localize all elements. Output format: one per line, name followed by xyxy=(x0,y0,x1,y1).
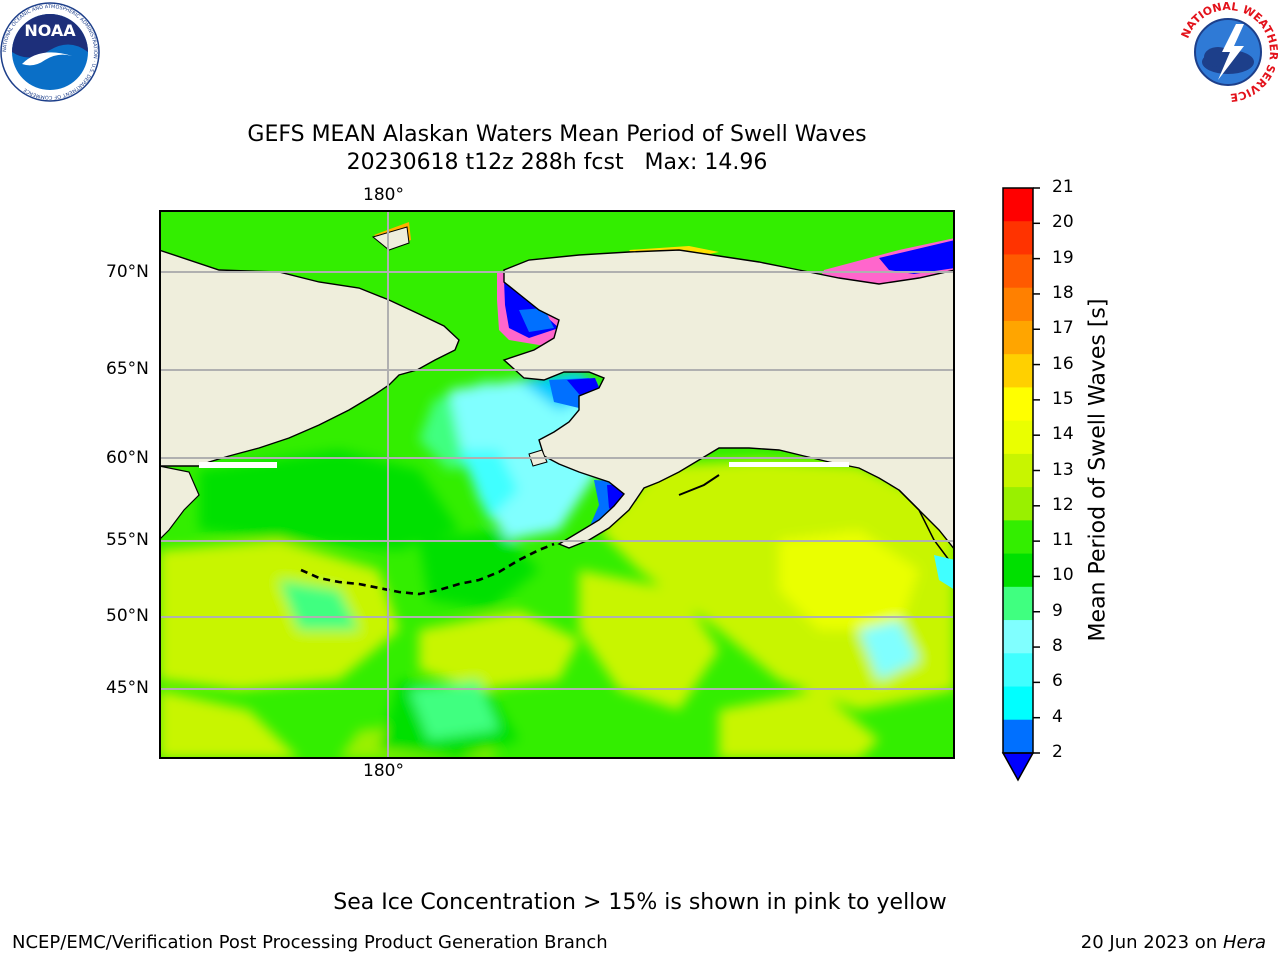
inside-passage-field xyxy=(934,555,955,590)
colorbar-tick-label: 17 xyxy=(1052,318,1074,339)
colorbar-tick-label: 11 xyxy=(1052,530,1074,551)
colorbar-band xyxy=(1003,320,1033,355)
colorbar-band xyxy=(1003,520,1033,555)
colorbar-band xyxy=(1003,653,1033,688)
graticule xyxy=(159,210,955,759)
missing-data-band-west xyxy=(199,462,277,468)
colorbar-bands xyxy=(1003,188,1033,754)
kamchatka-landmass xyxy=(159,465,200,541)
colorbar-band xyxy=(1003,453,1033,488)
colorbar-band xyxy=(1003,188,1033,222)
map-title-line1: GEFS MEAN Alaskan Waters Mean Period of … xyxy=(247,122,867,147)
colorbar-tick-label: 15 xyxy=(1052,388,1074,409)
colorbar-tick-label: 10 xyxy=(1052,565,1074,586)
map-title-line2: 20230618 t12z 288h fcst Max: 14.96 xyxy=(346,150,768,175)
lon-label-bottom: 180° xyxy=(363,761,404,781)
beaufort-sea-ice-core xyxy=(879,240,955,274)
lat-label-55: 55°N xyxy=(106,530,149,550)
colorbar-tick-label: 6 xyxy=(1052,671,1063,692)
colorbar-band xyxy=(1003,686,1033,721)
chukchi-sea-ice-inner xyxy=(519,308,554,332)
footer-credit: NCEP/EMC/Verification Post Processing Pr… xyxy=(12,932,608,953)
colorbar-tick-label: 4 xyxy=(1052,706,1063,727)
colorbar-band xyxy=(1003,553,1033,588)
colorbar-tick-label: 9 xyxy=(1052,600,1063,621)
colorbar-band xyxy=(1003,586,1033,621)
footer-machine: Hera xyxy=(1222,932,1266,953)
sea-ice-note: Sea Ice Concentration > 15% is shown in … xyxy=(333,890,947,915)
colorbar-tick-label: 8 xyxy=(1052,636,1063,657)
wrangel-island xyxy=(371,226,410,251)
colorbar-tick-label: 2 xyxy=(1052,742,1063,762)
noaa-logo-text: NOAA xyxy=(24,21,76,40)
swell-period-map xyxy=(159,210,955,759)
colorbar-band xyxy=(1003,287,1033,322)
kodiak-island xyxy=(678,474,720,496)
colorbar-band xyxy=(1003,354,1033,388)
lat-label-70: 70°N xyxy=(106,262,149,282)
colorbar-band xyxy=(1003,719,1033,753)
southeast-alaska-coast xyxy=(898,489,950,561)
nws-logo: NATIONAL WEATHER SERVICE xyxy=(1178,0,1280,104)
colorbar-tick-label: 21 xyxy=(1052,177,1074,197)
colorbar-tick-label: 12 xyxy=(1052,494,1074,515)
colorbar-ticks xyxy=(1033,187,1040,754)
lat-label-60: 60°N xyxy=(106,448,149,468)
lat-label-65: 65°N xyxy=(106,359,149,379)
colorbar-label: Mean Period of Swell Waves [s] xyxy=(1085,298,1111,642)
colorbar-tick-label: 16 xyxy=(1052,353,1074,374)
missing-data-band-east xyxy=(729,462,849,467)
colorbar-band xyxy=(1003,387,1033,422)
colorbar-tick-label: 19 xyxy=(1052,247,1074,268)
noaa-logo: NOAA NATIONAL OCEANIC AND ATMOSPHERIC AD… xyxy=(0,2,100,102)
colorbar-band xyxy=(1003,420,1033,455)
colorbar-extend-triangle xyxy=(1001,752,1035,782)
colorbar-tick-label: 18 xyxy=(1052,282,1074,303)
map-frame xyxy=(159,210,955,759)
colorbar xyxy=(1001,187,1040,782)
lon-label-top: 180° xyxy=(363,185,404,205)
alaska-landmass xyxy=(502,249,955,552)
footer-date: 20 Jun 2023 on Hera xyxy=(1081,932,1266,953)
colorbar-band xyxy=(1003,254,1033,289)
lat-label-45: 45°N xyxy=(106,678,149,698)
colorbar-tick-label: 13 xyxy=(1052,459,1074,480)
colorbar-tick-label: 20 xyxy=(1052,212,1074,233)
footer-date-text: 20 Jun 2023 on xyxy=(1080,932,1223,953)
colorbar-band xyxy=(1003,221,1033,255)
swell-field-patches xyxy=(159,370,955,759)
colorbar-tick-label: 14 xyxy=(1052,424,1074,445)
colorbar-band xyxy=(1003,487,1033,521)
colorbar-band xyxy=(1003,620,1033,654)
lat-label-50: 50°N xyxy=(106,606,149,626)
